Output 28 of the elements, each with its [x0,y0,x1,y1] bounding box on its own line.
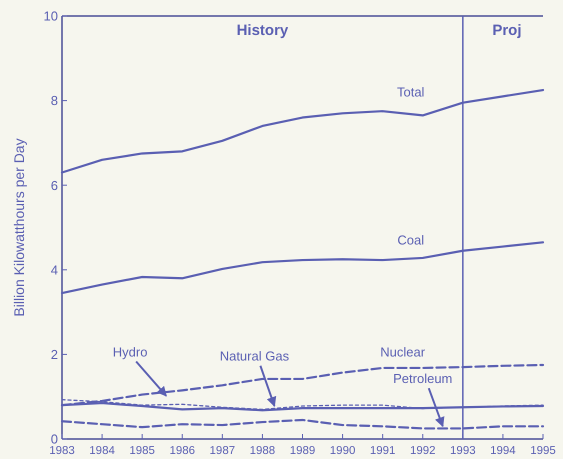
x-tick-label: 1990 [330,445,356,457]
series-label: Coal [397,232,424,248]
x-tick-label: 1989 [290,445,316,457]
series-label: Total [396,84,425,100]
x-tick-label: 1991 [370,445,396,457]
x-tick-label: 1987 [210,445,236,457]
x-tick-label: 1985 [129,445,155,457]
x-tick-label: 1984 [89,445,116,457]
annotation: History [236,22,289,40]
y-tick-label: 2 [50,346,58,362]
x-tick-label: 1995 [530,445,556,457]
text: Hydro [112,344,148,360]
x-tick-label: 1992 [410,445,436,457]
text: Petroleum [393,371,452,386]
x-tick-label: 1983 [49,445,75,457]
x-tick-label: 1986 [169,445,196,457]
y-tick-label: 6 [50,178,58,193]
x-tick-label: 1994 [490,445,516,457]
y-axis-title: Billion Kilowatthours per Day [11,138,27,317]
y-tick-label: 0 [50,432,58,447]
y-tick-label: 10 [44,8,58,24]
y-tick-label: 4 [50,262,58,278]
x-tick-label: 1993 [450,445,476,457]
y-tick-label: 8 [50,93,58,108]
annotation: Proj [492,22,522,40]
text: Natural Gas [220,348,290,364]
x-tick-label: 1988 [250,445,276,457]
series-label: Nuclear [380,344,426,360]
